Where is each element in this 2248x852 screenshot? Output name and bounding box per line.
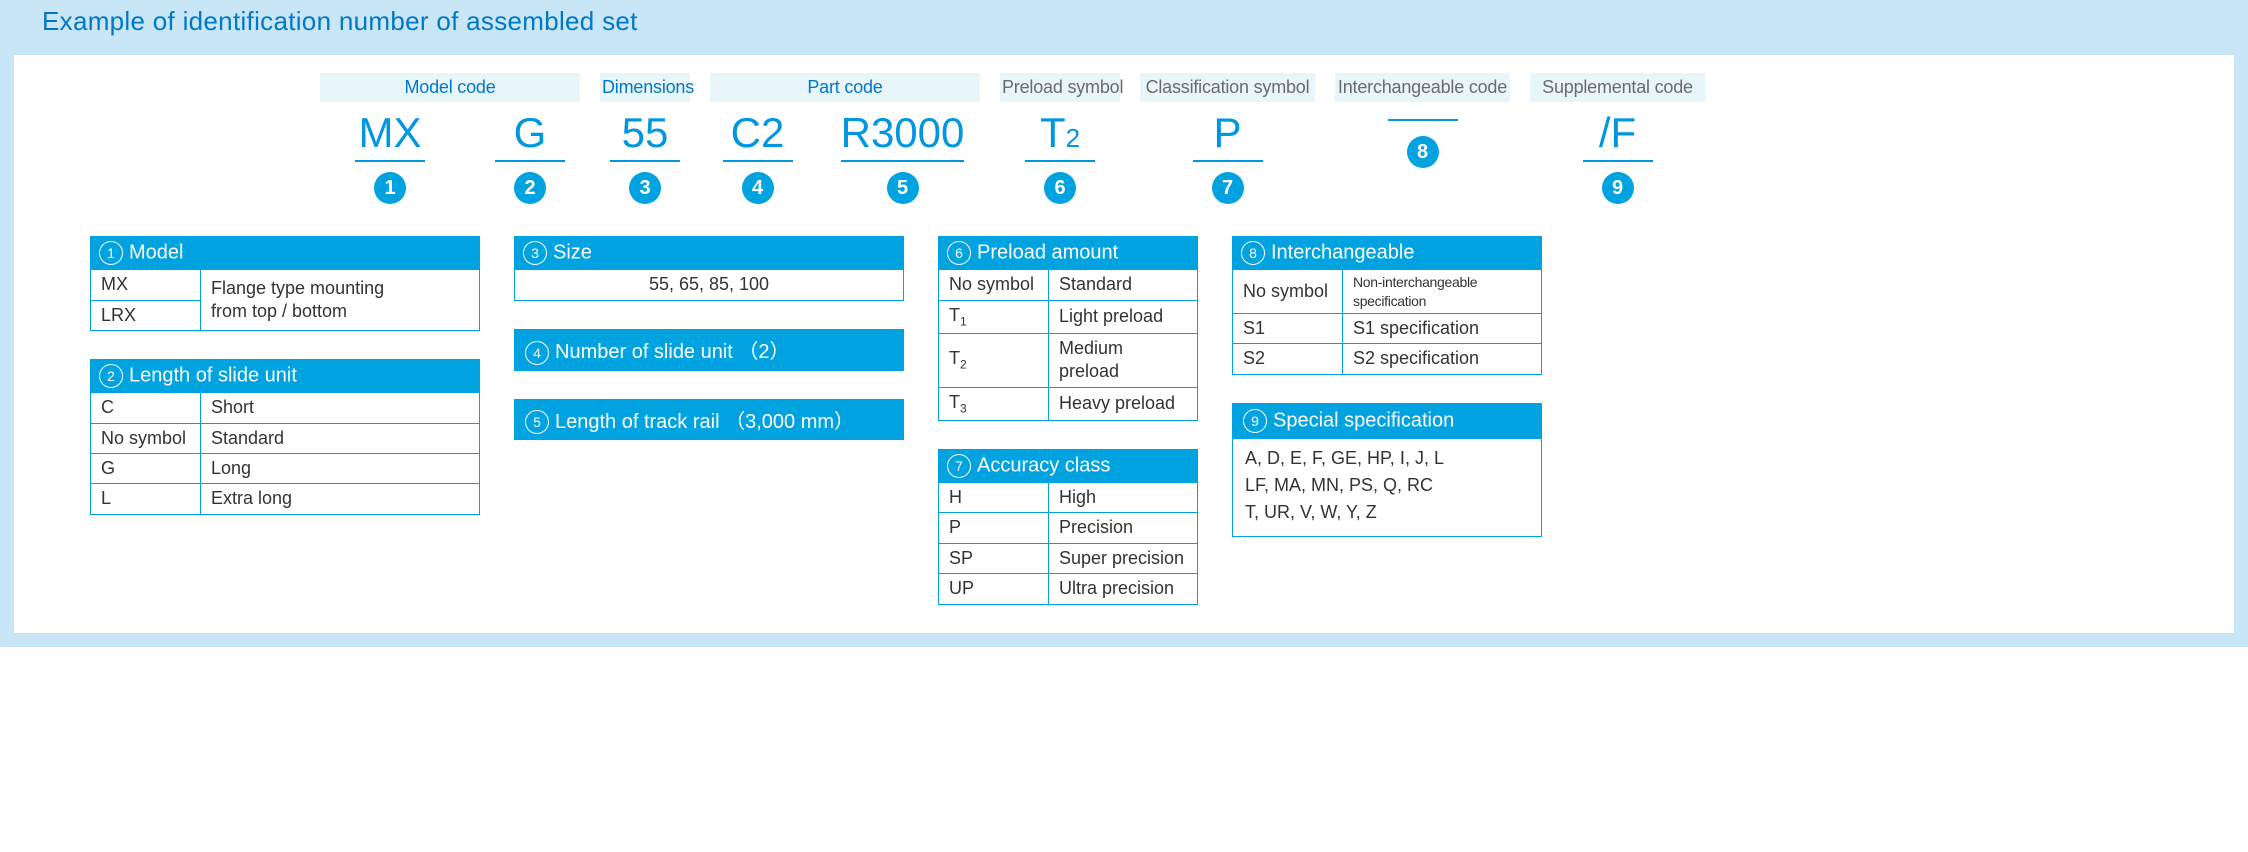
- badge-6: 6: [1044, 172, 1076, 204]
- box-accuracy: 7Accuracy class HHigh PPrecision SPSuper…: [938, 449, 1198, 605]
- special-line-2: T, UR, V, W, Y, Z: [1245, 499, 1529, 526]
- int-r2-v: S2 specification: [1343, 344, 1542, 374]
- badge-3: 3: [629, 172, 661, 204]
- code-8-value: [1388, 117, 1458, 121]
- length-row-0-k: C: [91, 393, 201, 423]
- box-preload: 6Preload amount No symbolStandard T1Ligh…: [938, 236, 1198, 421]
- header-label-row: Model code Dimensions Part code Preload …: [320, 73, 2158, 102]
- length-row-3-k: L: [91, 484, 201, 514]
- code-2: G2: [480, 108, 580, 204]
- preload-r0-k: No symbol: [939, 270, 1049, 300]
- length-row-2-k: G: [91, 453, 201, 483]
- code-value-row: MX1 G2 553 C24 R30005 T26 P7 8 /F9: [320, 108, 2158, 204]
- acc-r0-v: High: [1049, 482, 1198, 512]
- box-model: 1Model MXFlange type mountingfrom top / …: [90, 236, 480, 331]
- badge-8: 8: [1407, 136, 1439, 168]
- label-interchangeable-code: Interchangeable code: [1335, 73, 1510, 102]
- code-1: MX 1: [320, 108, 460, 204]
- acc-r3-k: UP: [939, 574, 1049, 604]
- badge-4: 4: [742, 172, 774, 204]
- code-3-value: 55: [610, 108, 680, 162]
- column-d: 8Interchangeable No symbolNon-interchang…: [1232, 236, 1542, 536]
- label-part-code: Part code: [710, 73, 980, 102]
- length-row-1-k: No symbol: [91, 423, 201, 453]
- column-a: 1Model MXFlange type mountingfrom top / …: [90, 236, 480, 514]
- code-5-value: R3000: [841, 108, 965, 162]
- column-c: 6Preload amount No symbolStandard T1Ligh…: [938, 236, 1198, 604]
- box-trackrail: 5Length of track rail （3,000 mm）: [514, 399, 904, 441]
- size-value: 55, 65, 85, 100: [515, 270, 904, 300]
- code-5: R3000 5: [825, 108, 980, 204]
- acc-r3-v: Ultra precision: [1049, 574, 1198, 604]
- int-r0-v: Non-interchangeable specification: [1343, 270, 1542, 313]
- int-r0-k: No symbol: [1233, 270, 1343, 313]
- length-row-1-v: Standard: [201, 423, 480, 453]
- box-special: 9Special specification A, D, E, F, GE, H…: [1232, 403, 1542, 537]
- model-row-desc: Flange type mountingfrom top / bottom: [201, 270, 480, 331]
- label-dimensions: Dimensions: [600, 73, 690, 102]
- box-preload-header: 6Preload amount: [939, 237, 1198, 270]
- model-row-0-key: MX: [91, 270, 201, 300]
- code-1-value: MX: [355, 108, 425, 162]
- preload-r3-k: T3: [939, 387, 1049, 420]
- preload-r1-k: T1: [939, 300, 1049, 333]
- preload-r3-v: Heavy preload: [1049, 387, 1198, 420]
- length-row-2-v: Long: [201, 453, 480, 483]
- box-size-header: 3Size: [515, 237, 904, 270]
- column-b: 3Size 55, 65, 85, 100 4Number of slide u…: [514, 236, 904, 440]
- tables-area: 1Model MXFlange type mountingfrom top / …: [90, 236, 2158, 604]
- box-size: 3Size 55, 65, 85, 100: [514, 236, 904, 300]
- code-2-value: G: [495, 108, 565, 162]
- code-6-value: T2: [1025, 108, 1095, 162]
- int-r2-k: S2: [1233, 344, 1343, 374]
- code-3: 553: [600, 108, 690, 204]
- page-title: Example of identification number of asse…: [14, 0, 2234, 55]
- badge-5: 5: [887, 172, 919, 204]
- length-row-0-v: Short: [201, 393, 480, 423]
- special-line-1: LF, MA, MN, PS, Q, RC: [1245, 472, 1529, 499]
- code-4: C24: [710, 108, 805, 204]
- code-7: P7: [1140, 108, 1315, 204]
- badge-1: 1: [374, 172, 406, 204]
- acc-r1-v: Precision: [1049, 513, 1198, 543]
- length-row-3-v: Extra long: [201, 484, 480, 514]
- content-area: Model code Dimensions Part code Preload …: [14, 73, 2234, 605]
- badge-2: 2: [514, 172, 546, 204]
- model-row-1-key: LRX: [91, 300, 201, 330]
- acc-r1-k: P: [939, 513, 1049, 543]
- box-interchange-header: 8Interchangeable: [1233, 237, 1542, 270]
- box-special-body: A, D, E, F, GE, HP, Ⅰ, J, L LF, MA, MN, …: [1232, 439, 1542, 537]
- code-9: /F 9: [1530, 108, 1705, 204]
- box-length-header: 2Length of slide unit: [91, 360, 480, 393]
- box-accuracy-header: 7Accuracy class: [939, 449, 1198, 482]
- box-interchange: 8Interchangeable No symbolNon-interchang…: [1232, 236, 1542, 374]
- acc-r2-v: Super precision: [1049, 543, 1198, 573]
- box-length: 2Length of slide unit CShort No symbolSt…: [90, 359, 480, 515]
- code-8: 8: [1335, 108, 1510, 204]
- code-7-value: P: [1193, 108, 1263, 162]
- badge-9: 9: [1602, 172, 1634, 204]
- preload-r2-k: T2: [939, 333, 1049, 387]
- int-r1-k: S1: [1233, 313, 1343, 343]
- box-numslide: 4Number of slide unit （2）: [514, 329, 904, 371]
- label-model-code: Model code: [320, 73, 580, 102]
- label-classification-symbol: Classification symbol: [1140, 73, 1315, 102]
- label-preload-symbol: Preload symbol: [1000, 73, 1120, 102]
- diagram-frame: Example of identification number of asse…: [0, 0, 2248, 647]
- preload-r2-v: Medium preload: [1049, 333, 1198, 387]
- label-supplemental-code: Supplemental code: [1530, 73, 1705, 102]
- badge-7: 7: [1212, 172, 1244, 204]
- int-r1-v: S1 specification: [1343, 313, 1542, 343]
- box-special-header: 9Special specification: [1232, 403, 1542, 439]
- box-model-header: 1Model: [91, 237, 480, 270]
- code-4-value: C2: [723, 108, 793, 162]
- special-line-0: A, D, E, F, GE, HP, Ⅰ, J, L: [1245, 445, 1529, 472]
- acc-r2-k: SP: [939, 543, 1049, 573]
- preload-r0-v: Standard: [1049, 270, 1198, 300]
- code-9-value: /F: [1583, 108, 1653, 162]
- code-6: T26: [1000, 108, 1120, 204]
- preload-r1-v: Light preload: [1049, 300, 1198, 333]
- acc-r0-k: H: [939, 482, 1049, 512]
